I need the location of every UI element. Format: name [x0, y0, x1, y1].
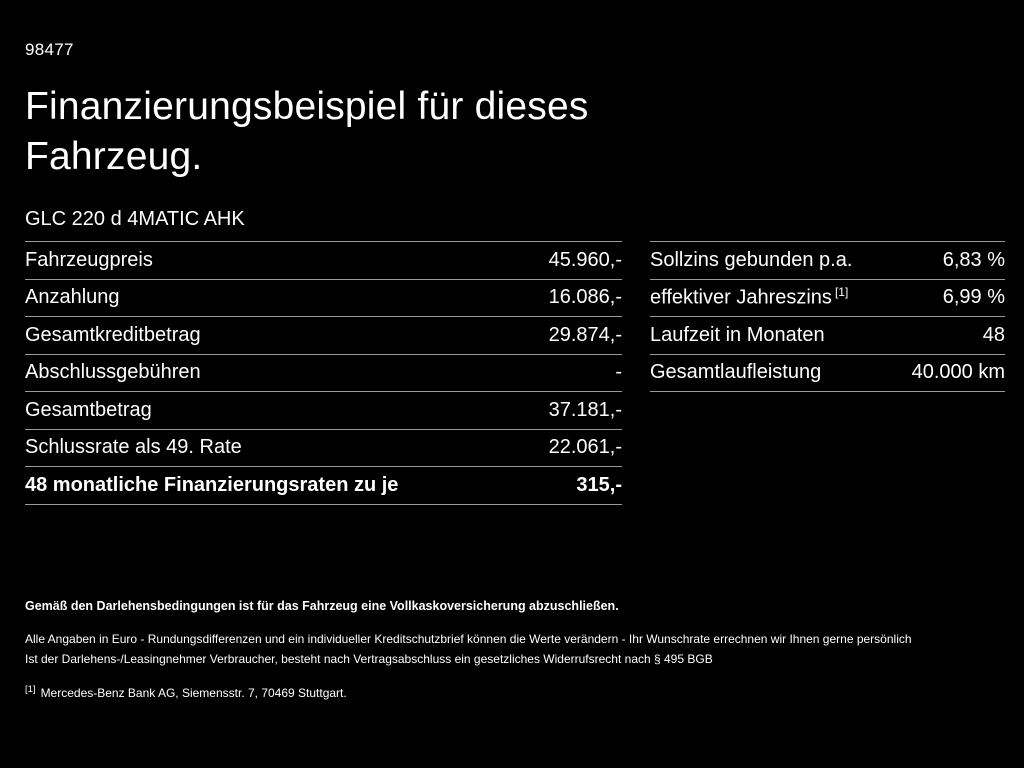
- footnote-text: Mercedes-Benz Bank AG, Siemensstr. 7, 70…: [40, 686, 347, 700]
- row-label: Gesamtkreditbetrag: [25, 323, 201, 346]
- financing-tables: Fahrzeugpreis 45.960,- Anzahlung 16.086,…: [25, 241, 1005, 505]
- row-value: 16.086,-: [548, 286, 622, 309]
- footer-disclaimer-line1: Alle Angaben in Euro - Rundungsdifferenz…: [25, 632, 912, 646]
- footer-insurance-note: Gemäß den Darlehensbedingungen ist für d…: [25, 599, 619, 613]
- stock-number: 98477: [25, 40, 74, 59]
- table-row-gesamtbetrag: Gesamtbetrag 37.181,-: [25, 391, 622, 429]
- row-label-text: effektiver Jahreszins: [650, 287, 832, 310]
- row-label: Anzahlung: [25, 286, 120, 309]
- table-row-schlussrate: Schlussrate als 49. Rate 22.061,-: [25, 428, 622, 467]
- row-value: 29.874,-: [548, 323, 622, 346]
- row-value: 45.960,-: [548, 248, 622, 271]
- legal-footer: Gemäß den Darlehensbedingungen ist für d…: [25, 596, 994, 703]
- row-label: Schlussrate als 49. Rate: [25, 436, 242, 459]
- row-label: Laufzeit in Monaten: [650, 323, 825, 346]
- row-value: 22.061,-: [548, 436, 622, 459]
- vehicle-model: GLC 220 d 4MATIC AHK: [25, 208, 245, 230]
- row-label: Gesamtbetrag: [25, 398, 152, 421]
- table-row-fahrzeugpreis: Fahrzeugpreis 45.960,-: [25, 241, 622, 279]
- row-value: 37.181,-: [548, 398, 622, 421]
- table-row-sollzins: Sollzins gebunden p.a. 6,83 %: [650, 241, 1005, 279]
- table-row-gesamtkreditbetrag: Gesamtkreditbetrag 29.874,-: [25, 316, 622, 354]
- row-label: Fahrzeugpreis: [25, 248, 153, 271]
- footer-disclaimer-line2: Ist der Darlehens-/Leasingnehmer Verbrau…: [25, 652, 713, 666]
- table-row-abschlussgebuehren: Abschlussgebühren -: [25, 353, 622, 392]
- financing-table-right: Sollzins gebunden p.a. 6,83 % effektiver…: [650, 241, 1005, 392]
- table-row-laufzeit: Laufzeit in Monaten 48: [650, 316, 1005, 354]
- row-value: -: [615, 361, 622, 384]
- row-value: 315,-: [576, 473, 622, 496]
- row-label: Gesamtlaufleistung: [650, 361, 822, 384]
- footnote-marker: [1]: [25, 684, 36, 695]
- row-value: 6,99 %: [942, 286, 1005, 309]
- table-row-monatsrate: 48 monatliche Finanzierungsraten zu je 3…: [25, 466, 622, 505]
- footer-footnote: [1] Mercedes-Benz Bank AG, Siemensstr. 7,…: [25, 680, 994, 703]
- page-title-line1: Finanzierungsbeispiel für dieses: [25, 85, 589, 128]
- row-label: Sollzins gebunden p.a.: [650, 248, 853, 271]
- row-label: effektiver Jahreszins [1]: [650, 285, 848, 310]
- table-row-gesamtlaufleistung: Gesamtlaufleistung 40.000 km: [650, 353, 1005, 392]
- row-label: Abschlussgebühren: [25, 361, 201, 384]
- row-value: 6,83 %: [942, 248, 1005, 271]
- table-row-effektiver-jahreszins: effektiver Jahreszins [1] 6,99 %: [650, 278, 1005, 317]
- footnote-ref: [1]: [834, 285, 849, 300]
- financing-table-left: Fahrzeugpreis 45.960,- Anzahlung 16.086,…: [25, 241, 622, 505]
- page-title: Finanzierungsbeispiel für dieses Fahrzeug…: [25, 82, 1005, 182]
- row-value: 48: [982, 323, 1005, 346]
- table-row-anzahlung: Anzahlung 16.086,-: [25, 278, 622, 317]
- row-label: 48 monatliche Finanzierungsraten zu je: [25, 473, 399, 496]
- page-title-line2: Fahrzeug.: [25, 135, 203, 178]
- row-value: 40.000 km: [911, 361, 1005, 384]
